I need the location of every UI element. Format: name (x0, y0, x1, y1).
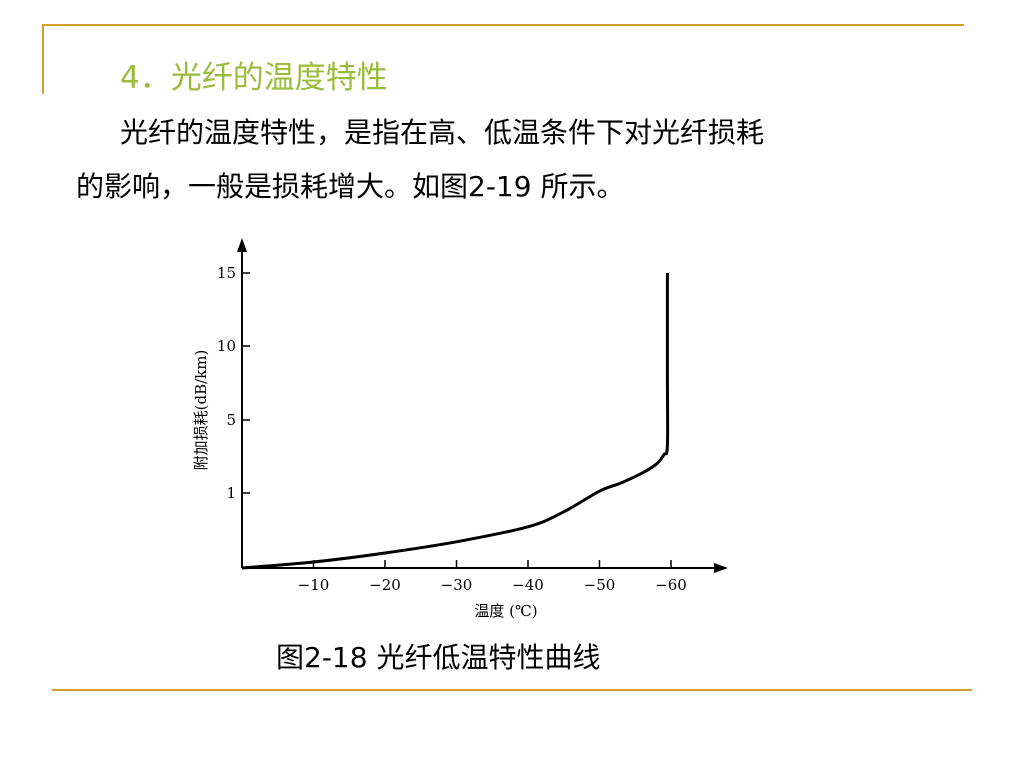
body-paragraph: 光纤的温度特性，是指在高、低温条件下对光纤损耗 的影响，一般是损耗增大。如图2-… (76, 106, 926, 214)
y-axis-label: 附加损耗(dB/km) (192, 350, 210, 471)
x-tick-label: −50 (584, 576, 616, 594)
x-tick-label: −20 (369, 576, 401, 594)
chart-axes (237, 238, 728, 573)
x-tick-label: −10 (298, 576, 330, 594)
loss-curve (241, 273, 670, 570)
y-axis-arrow-icon (237, 238, 247, 252)
frame-top-rule (42, 24, 964, 26)
slide-title: 4．光纤的温度特性 (120, 60, 388, 96)
y-tick-label: 5 (226, 411, 236, 429)
x-tick-label: −30 (441, 576, 473, 594)
frame-bottom-rule (52, 689, 972, 691)
y-tick-label: 1 (226, 484, 236, 502)
y-tick-label: 10 (217, 337, 236, 355)
figure-caption: 图2-18 光纤低温特性曲线 (276, 641, 601, 674)
x-axis-label: 温度 (℃) (474, 602, 537, 620)
x-ticks: −10 −20 −30 −40 −50 −60 (298, 560, 687, 594)
paragraph-line-2: 的影响，一般是损耗增大。如图2-19 所示。 (76, 170, 625, 203)
frame-left-rule (42, 24, 44, 94)
x-tick-label: −40 (512, 576, 544, 594)
y-tick-label: 15 (217, 264, 236, 282)
x-tick-label: −60 (655, 576, 687, 594)
x-axis-arrow-icon (714, 563, 728, 573)
paragraph-line-1: 光纤的温度特性，是指在高、低温条件下对光纤损耗 (120, 116, 765, 149)
